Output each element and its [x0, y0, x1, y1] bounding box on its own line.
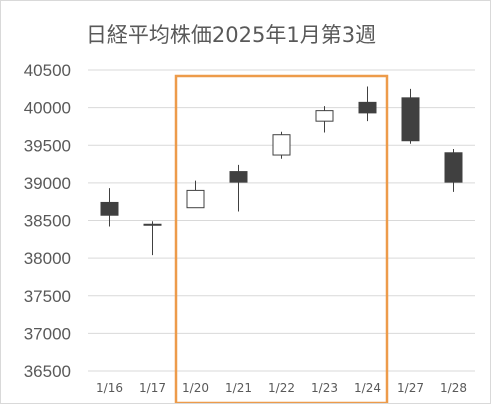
candle-body-up — [315, 110, 334, 122]
x-tick-label: 1/21 — [225, 381, 252, 395]
y-tick-label: 38000 — [24, 249, 71, 268]
y-tick-label: 37500 — [24, 287, 71, 306]
x-tick-label: 1/23 — [311, 381, 338, 395]
x-tick-label: 1/22 — [268, 381, 295, 395]
y-tick-label: 37000 — [24, 324, 71, 343]
highlight-box — [174, 74, 389, 403]
y-tick-label: 36500 — [24, 362, 71, 381]
x-tick-label: 1/20 — [182, 381, 209, 395]
x-tick-label: 1/16 — [96, 381, 123, 395]
y-tick-label: 40000 — [24, 99, 71, 118]
x-tick-label: 1/17 — [139, 381, 166, 395]
candle-body-down — [229, 171, 248, 183]
y-tick-label: 38500 — [24, 212, 71, 231]
y-tick-label: 39000 — [24, 174, 71, 193]
x-tick-label: 1/27 — [397, 381, 424, 395]
y-tick-label: 40500 — [24, 61, 71, 80]
candle-body-down — [143, 223, 162, 226]
x-tick-label: 1/28 — [440, 381, 467, 395]
candle-body-down — [401, 97, 420, 142]
candle-body-down — [444, 152, 463, 183]
chart-title: 日経平均株価2025年1月第3週 — [85, 23, 377, 47]
x-tick-label: 1/24 — [354, 381, 381, 395]
candle-body-down — [358, 101, 377, 114]
candle-body-down — [100, 201, 119, 216]
candle-body-up — [272, 134, 291, 156]
y-tick-label: 39500 — [24, 136, 71, 155]
candle-body-up — [186, 189, 205, 209]
